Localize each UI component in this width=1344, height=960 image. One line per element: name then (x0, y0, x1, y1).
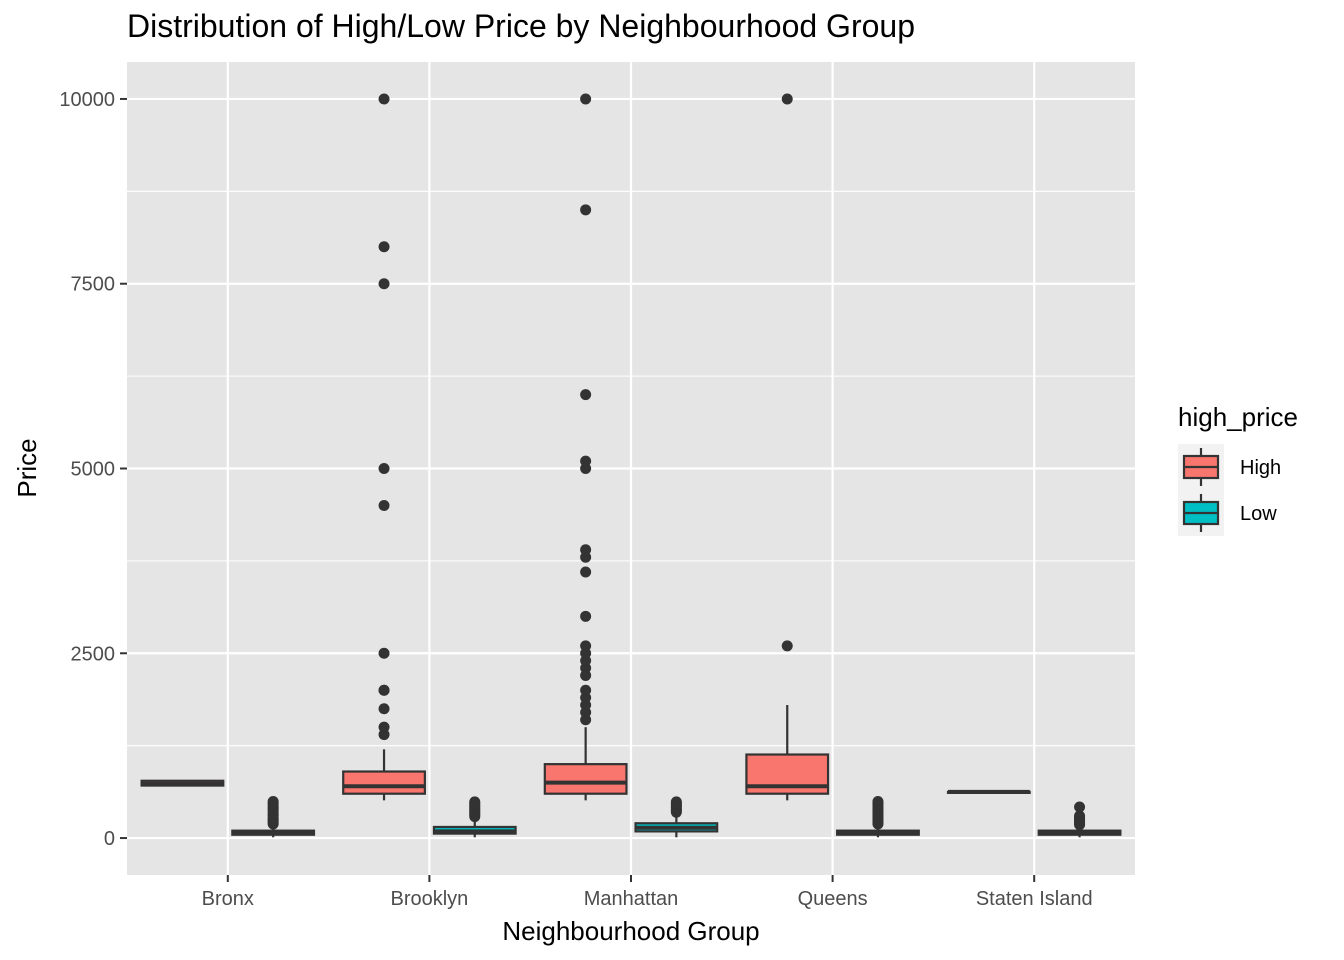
box-high-staten-island (946, 789, 1031, 794)
y-tick-label: 7500 (71, 274, 116, 296)
legend-label-high: High (1240, 457, 1281, 479)
box-low-bronx (231, 795, 316, 838)
y-tick-label: 5000 (71, 459, 116, 481)
outlier-point (670, 796, 682, 808)
y-tick-label: 10000 (59, 89, 115, 111)
box-high-queens (745, 93, 830, 801)
outlier-point (378, 647, 390, 659)
x-tick-label: Bronx (202, 888, 254, 910)
grid-lines (127, 62, 1135, 875)
outlier-point (580, 204, 592, 216)
box-low-brooklyn (432, 796, 517, 838)
box-high-bronx (140, 779, 225, 787)
outlier-point (378, 499, 390, 511)
x-tick-label: Manhattan (584, 888, 679, 910)
box-body (543, 763, 628, 795)
outlier-point (378, 721, 390, 733)
y-tick-label: 0 (104, 828, 115, 850)
x-tick-label: Brooklyn (390, 888, 468, 910)
outlier-point (267, 795, 279, 807)
outlier-point (580, 566, 592, 578)
outlier-point (580, 684, 592, 696)
box-high-manhattan (543, 93, 628, 801)
outlier-point (469, 796, 481, 808)
outlier-point (580, 544, 592, 556)
box-body (342, 770, 426, 795)
box-low-staten-island (1037, 801, 1122, 838)
legend-key-low: Low (1178, 490, 1277, 536)
outlier-point (1074, 810, 1086, 822)
outlier-point (580, 455, 592, 467)
legend-title: high_price (1178, 402, 1298, 432)
outlier-point (1074, 801, 1086, 813)
outlier-point (378, 93, 390, 105)
outlier-point (378, 463, 390, 474)
outlier-point (580, 93, 592, 105)
box-low-manhattan (634, 796, 719, 838)
outlier-point (378, 684, 390, 696)
x-tick-label: Queens (798, 888, 868, 910)
legend-key-high: High (1178, 444, 1281, 490)
x-tick-label: Staten Island (976, 888, 1093, 910)
axes: 0 2500 5000 7500 10000 Bronx Brooklyn Manhattan… (59, 89, 1092, 910)
outlier-point (580, 640, 592, 652)
outlier-point (781, 640, 793, 652)
outlier-point (378, 241, 390, 253)
outlier-point (872, 795, 884, 807)
box-marks (140, 93, 1122, 838)
y-axis-title: Price (12, 438, 42, 497)
legend-label-low: Low (1240, 503, 1277, 525)
outlier-point (580, 389, 592, 401)
x-axis-title: Neighbourhood Group (502, 916, 759, 946)
y-tick-label: 2500 (71, 643, 116, 665)
box-low-queens (836, 795, 920, 838)
outlier-point (378, 703, 390, 715)
outlier-point (580, 610, 592, 622)
box-high-brooklyn (342, 93, 426, 801)
legend: high_price High Low (1178, 402, 1298, 536)
chart-title: Distribution of High/Low Price by Neighb… (127, 8, 915, 44)
outlier-point (781, 93, 793, 105)
outlier-point (378, 278, 390, 290)
